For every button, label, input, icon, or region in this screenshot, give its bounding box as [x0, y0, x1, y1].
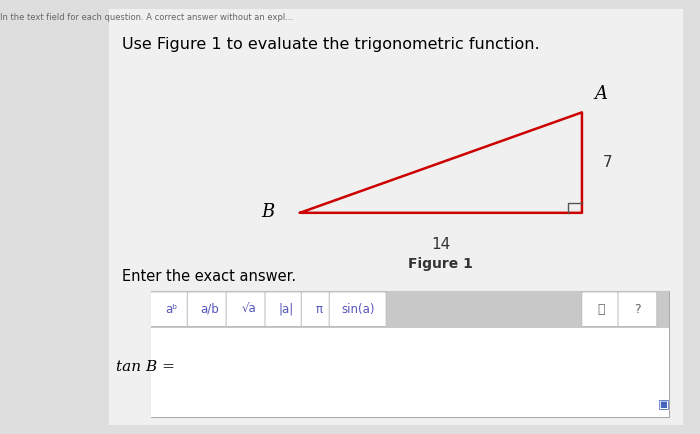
Text: √a: √a — [241, 303, 256, 316]
FancyBboxPatch shape — [618, 292, 657, 326]
Text: ▣: ▣ — [658, 397, 669, 410]
Text: a/b: a/b — [201, 303, 219, 316]
Text: Enter the exact answer.: Enter the exact answer. — [122, 269, 297, 284]
Text: sin(a): sin(a) — [341, 303, 374, 316]
Text: tan B =: tan B = — [116, 360, 174, 374]
Text: Figure 1: Figure 1 — [409, 257, 473, 271]
Text: B: B — [261, 203, 274, 221]
Text: In the text field for each question. A correct answer without an expl...: In the text field for each question. A c… — [0, 13, 293, 22]
FancyBboxPatch shape — [148, 292, 194, 326]
Text: ?: ? — [634, 303, 640, 316]
FancyBboxPatch shape — [582, 292, 621, 326]
FancyBboxPatch shape — [226, 292, 272, 326]
FancyBboxPatch shape — [301, 292, 337, 326]
Text: π: π — [315, 303, 322, 316]
Text: |a|: |a| — [279, 303, 294, 316]
Text: aᵇ: aᵇ — [165, 303, 177, 316]
Text: A: A — [594, 85, 608, 103]
FancyBboxPatch shape — [329, 292, 386, 326]
Text: 14: 14 — [431, 237, 451, 252]
Text: 🗑: 🗑 — [597, 303, 605, 316]
FancyBboxPatch shape — [265, 292, 307, 326]
Text: 7: 7 — [603, 155, 612, 170]
FancyBboxPatch shape — [188, 292, 233, 326]
Text: Use Figure 1 to evaluate the trigonometric function.: Use Figure 1 to evaluate the trigonometr… — [122, 37, 540, 52]
